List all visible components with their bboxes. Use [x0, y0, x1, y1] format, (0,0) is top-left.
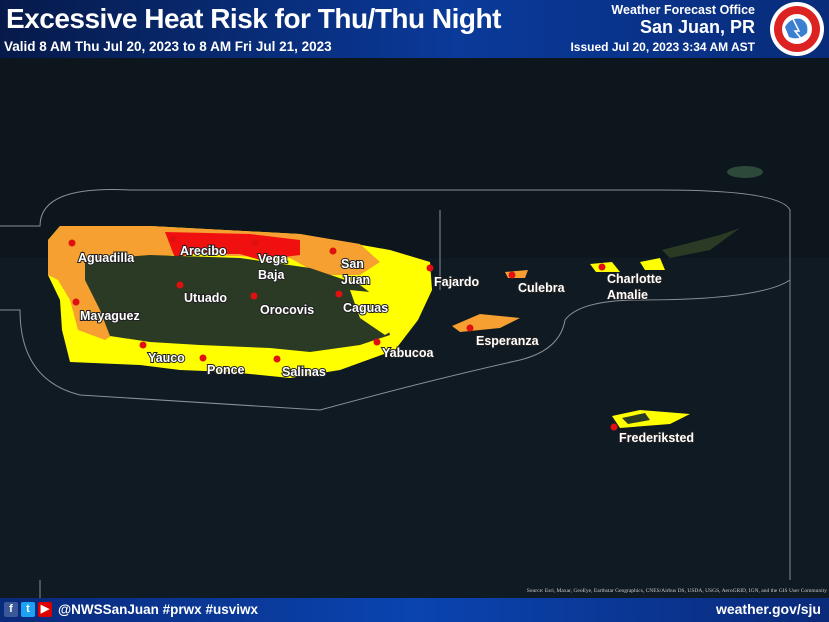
anegada [727, 166, 763, 178]
city-label: Vega [258, 252, 288, 266]
office-label: Weather Forecast Office [611, 3, 755, 17]
city-dot [610, 423, 618, 431]
city-label: Yauco [148, 351, 185, 365]
city-label: Aguadilla [78, 251, 135, 265]
city-label: Esperanza [476, 334, 540, 348]
city-dot [176, 281, 184, 289]
social-handle: @NWSSanJuan #prwx #usviwx [58, 602, 258, 617]
city-label: Juan [341, 273, 370, 287]
city-markers: Aguadilla Arecibo Vega Baja San Juan Fajardo Cu… [68, 235, 695, 446]
youtube-icon[interactable]: ▶ [38, 602, 52, 617]
city-label: Frederiksted [619, 431, 694, 445]
city-dot [169, 235, 177, 243]
city-label: San [341, 257, 364, 271]
city-dot [139, 341, 147, 349]
facebook-icon[interactable]: f [4, 602, 18, 617]
bvi [662, 228, 740, 258]
city-label: Salinas [282, 365, 326, 379]
city-label: Charlotte [607, 272, 662, 286]
zone-boundaries [0, 188, 791, 598]
map-title: Excessive Heat Risk for Thu/Thu Night [6, 3, 501, 34]
city-dot [199, 354, 207, 362]
city-label: Yabucoa [382, 346, 434, 360]
st-croix [612, 410, 690, 428]
city-dot [598, 263, 606, 271]
puerto-rico [48, 226, 432, 378]
city-label: Arecibo [180, 244, 227, 258]
city-label: Orocovis [260, 303, 314, 317]
city-dot [335, 290, 343, 298]
footer: f t ▶ @NWSSanJuan #prwx #usviwx weather.… [0, 598, 829, 622]
city-label: Ponce [207, 363, 245, 377]
city-dot [329, 247, 337, 255]
city-dot [250, 292, 258, 300]
nws-logo [770, 2, 824, 56]
city-label: Baja [258, 268, 285, 282]
city-label: Culebra [518, 281, 566, 295]
city-dot [466, 324, 474, 332]
twitter-icon[interactable]: t [21, 602, 35, 617]
city-dot [68, 239, 76, 247]
city-dot [273, 355, 281, 363]
city-dot [72, 298, 80, 306]
office-name: San Juan, PR [639, 17, 755, 37]
map-source: Source: Esri, Maxar, GeoEye, Earthstar G… [526, 588, 827, 594]
city-label: Caguas [343, 301, 388, 315]
st-john [640, 258, 665, 270]
city-dot [373, 338, 381, 346]
website-link[interactable]: weather.gov/sju [715, 601, 821, 617]
heat-risk-map: Aguadilla Arecibo Vega Baja San Juan Fajardo Cu… [0, 58, 829, 598]
issued-time: Issued Jul 20, 2023 3:34 AM AST [570, 40, 755, 54]
city-dot [251, 239, 259, 247]
city-label: Amalie [607, 288, 648, 302]
city-dot [426, 264, 434, 272]
city-label: Mayaguez [80, 309, 140, 323]
city-dot [508, 271, 516, 279]
header: Excessive Heat Risk for Thu/Thu Night Va… [0, 0, 829, 58]
city-label: Utuado [184, 291, 227, 305]
valid-period: Valid 8 AM Thu Jul 20, 2023 to 8 AM Fri … [4, 39, 332, 54]
city-label: Fajardo [434, 275, 480, 289]
